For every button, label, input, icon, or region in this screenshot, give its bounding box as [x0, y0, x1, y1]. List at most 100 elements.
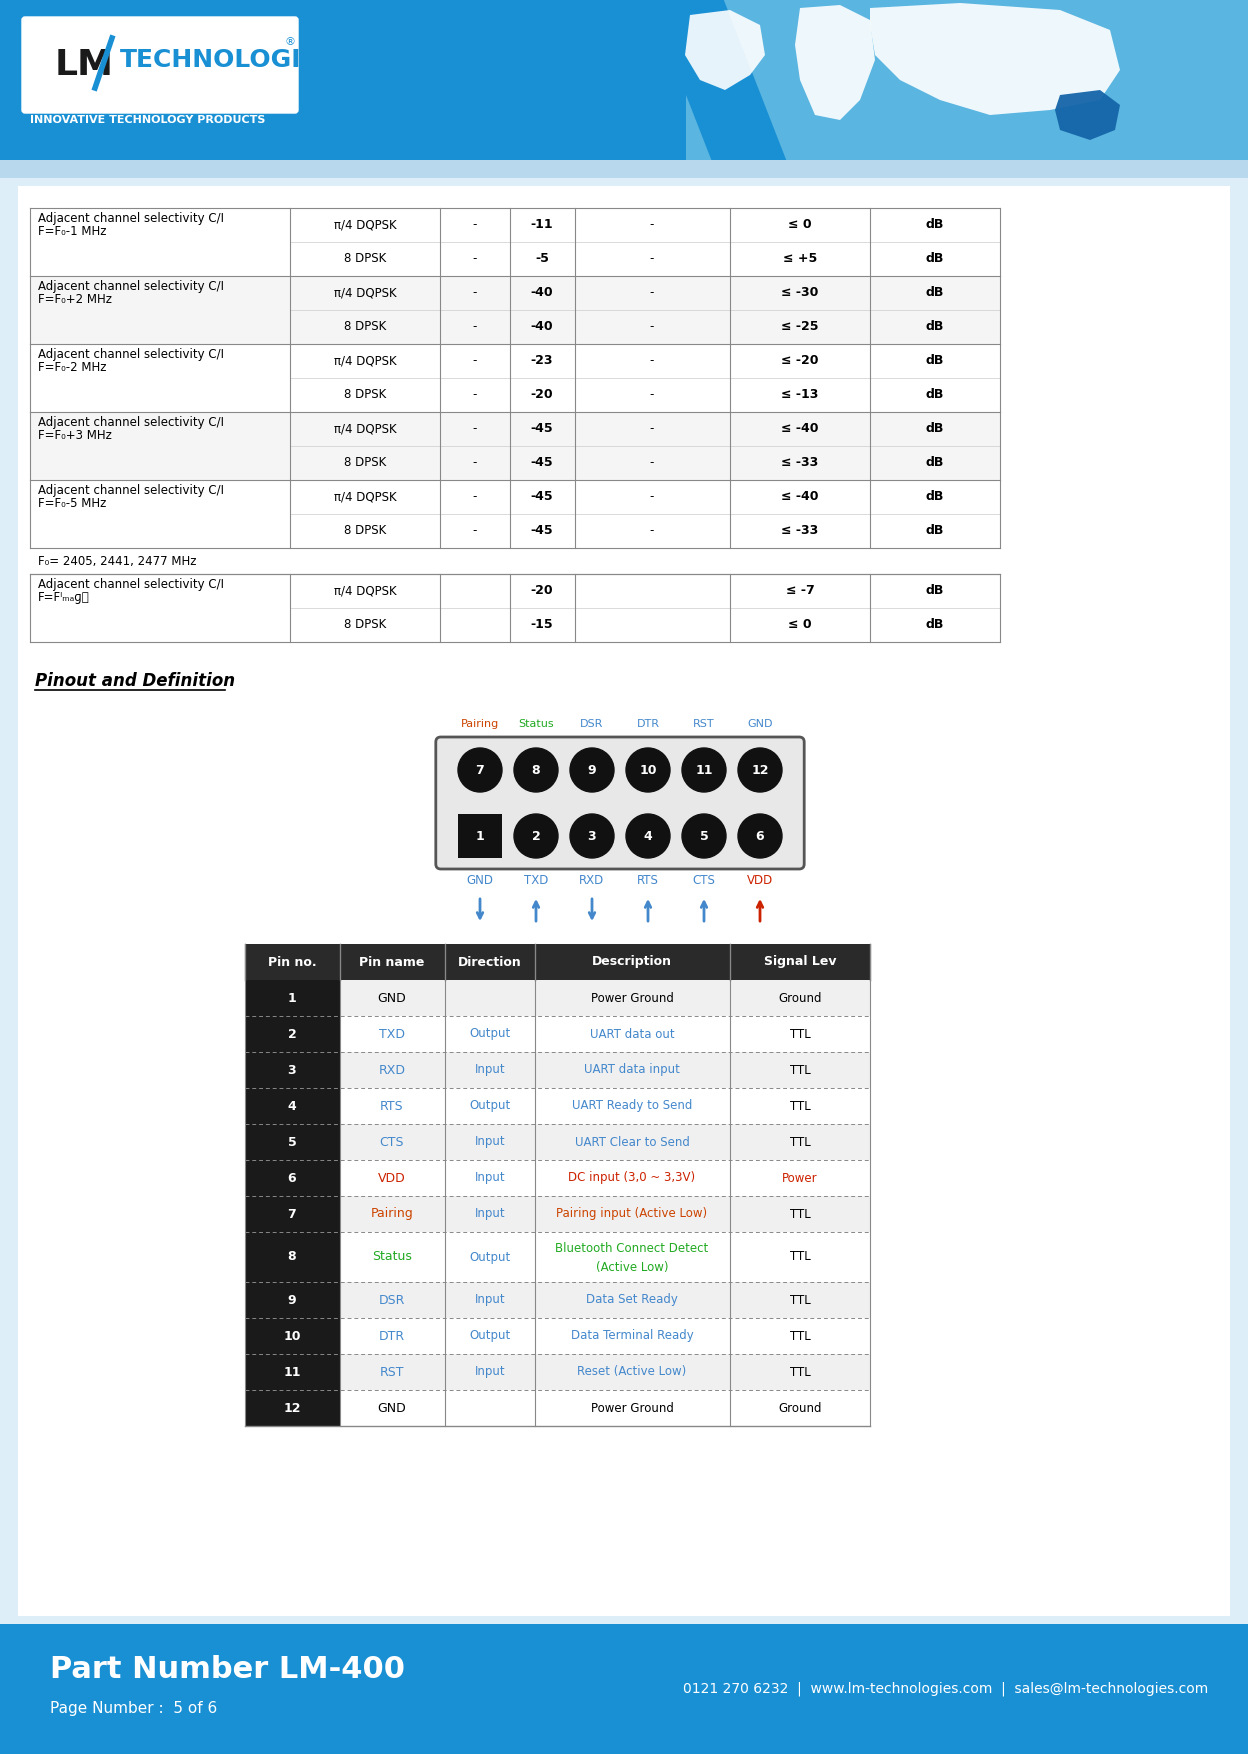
Text: -15: -15	[530, 619, 553, 631]
Text: 0121 270 6232  |  www.lm-technologies.com  |  sales@lm-technologies.com: 0121 270 6232 | www.lm-technologies.com …	[683, 1682, 1208, 1696]
Text: -45: -45	[530, 456, 553, 470]
Text: -23: -23	[530, 354, 553, 368]
Text: -: -	[650, 388, 654, 402]
Text: RTS: RTS	[636, 873, 659, 886]
Circle shape	[681, 747, 726, 793]
Text: 9: 9	[288, 1293, 296, 1307]
Circle shape	[570, 814, 614, 858]
Text: -: -	[473, 219, 477, 232]
FancyBboxPatch shape	[22, 18, 298, 112]
Bar	[245, 980, 870, 1016]
Text: F=Fᴵₘₐɡ⁥: F=Fᴵₘₐɡ⁥	[37, 591, 90, 603]
Text: GND: GND	[748, 719, 773, 730]
Text: RTS: RTS	[381, 1100, 404, 1112]
Text: F=F₀-1 MHz: F=F₀-1 MHz	[37, 225, 106, 239]
Text: 3: 3	[288, 1063, 296, 1077]
Text: -: -	[650, 491, 654, 503]
Text: Page Number :  5 of 6: Page Number : 5 of 6	[50, 1701, 217, 1717]
Text: π/4 DQPSK: π/4 DQPSK	[333, 354, 397, 368]
Text: 8 DPSK: 8 DPSK	[344, 456, 386, 470]
Text: UART Ready to Send: UART Ready to Send	[572, 1100, 693, 1112]
Bar	[0, 160, 1248, 177]
Bar	[245, 1052, 870, 1087]
Text: 2: 2	[532, 830, 540, 842]
Text: TXD: TXD	[524, 873, 548, 886]
Text: -: -	[650, 423, 654, 435]
Text: ≤ 0: ≤ 0	[789, 219, 811, 232]
Text: dB: dB	[926, 456, 945, 470]
Text: dB: dB	[926, 321, 945, 333]
Text: π/4 DQPSK: π/4 DQPSK	[333, 219, 397, 232]
Text: ®: ®	[285, 37, 296, 47]
Text: dB: dB	[926, 423, 945, 435]
Text: 5: 5	[700, 830, 709, 842]
Circle shape	[514, 747, 558, 793]
Text: ≤ -40: ≤ -40	[781, 491, 819, 503]
Text: -40: -40	[530, 321, 553, 333]
Text: Pairing input (Active Low): Pairing input (Active Low)	[557, 1207, 708, 1221]
Text: 7: 7	[475, 763, 484, 777]
Bar	[245, 1159, 870, 1196]
Text: -45: -45	[530, 423, 553, 435]
Text: dB: dB	[926, 253, 945, 265]
Text: Pinout and Definition: Pinout and Definition	[35, 672, 235, 689]
Text: -40: -40	[530, 286, 553, 300]
Bar	[245, 1196, 339, 1231]
Text: Output: Output	[469, 1251, 510, 1263]
Text: -20: -20	[530, 388, 553, 402]
Text: CTS: CTS	[379, 1135, 404, 1149]
Text: Pin name: Pin name	[359, 956, 424, 968]
Text: 8 DPSK: 8 DPSK	[344, 253, 386, 265]
Text: 6: 6	[756, 830, 764, 842]
Text: 9: 9	[588, 763, 597, 777]
Text: -: -	[650, 321, 654, 333]
Text: 8: 8	[532, 763, 540, 777]
Bar	[245, 1282, 339, 1317]
Text: Power Ground: Power Ground	[590, 1401, 674, 1414]
Bar	[30, 412, 1000, 481]
Text: ≤ -40: ≤ -40	[781, 423, 819, 435]
Text: UART data input: UART data input	[584, 1063, 680, 1077]
Text: DC input (3,0 ~ 3,3V): DC input (3,0 ~ 3,3V)	[568, 1172, 695, 1184]
Text: π/4 DQPSK: π/4 DQPSK	[333, 286, 397, 300]
Text: 8 DPSK: 8 DPSK	[344, 524, 386, 537]
Text: ≤ -33: ≤ -33	[781, 456, 819, 470]
Bar	[245, 1087, 870, 1124]
Text: -: -	[650, 456, 654, 470]
Bar	[245, 1354, 339, 1389]
Text: -: -	[473, 456, 477, 470]
Text: TTL: TTL	[790, 1100, 810, 1112]
Text: ≤ 0: ≤ 0	[789, 619, 811, 631]
Text: -20: -20	[530, 584, 553, 598]
Text: Description: Description	[592, 956, 671, 968]
Text: ≤ -25: ≤ -25	[781, 321, 819, 333]
Bar	[245, 1087, 339, 1124]
Text: -45: -45	[530, 524, 553, 537]
Text: 3: 3	[588, 830, 597, 842]
Text: F=F₀-5 MHz: F=F₀-5 MHz	[37, 496, 106, 510]
Text: Ground: Ground	[779, 1401, 821, 1414]
Bar	[245, 1016, 339, 1052]
Text: TXD: TXD	[379, 1028, 406, 1040]
Text: Input: Input	[474, 1172, 505, 1184]
Text: 11: 11	[283, 1366, 301, 1379]
Text: dB: dB	[926, 619, 945, 631]
Text: -: -	[473, 388, 477, 402]
Bar	[245, 1124, 870, 1159]
Text: Input: Input	[474, 1207, 505, 1221]
Circle shape	[514, 814, 558, 858]
Text: Power: Power	[782, 1172, 817, 1184]
Text: Input: Input	[474, 1366, 505, 1379]
Bar	[245, 980, 339, 1016]
Text: -: -	[650, 524, 654, 537]
Bar	[245, 1016, 870, 1052]
Bar	[30, 275, 1000, 344]
Text: DTR: DTR	[636, 719, 659, 730]
Text: Direction: Direction	[458, 956, 522, 968]
Bar	[245, 1052, 339, 1087]
Circle shape	[738, 814, 782, 858]
Bar	[30, 547, 1000, 574]
Circle shape	[626, 747, 670, 793]
Text: -: -	[473, 286, 477, 300]
Bar	[0, 1624, 1248, 1754]
